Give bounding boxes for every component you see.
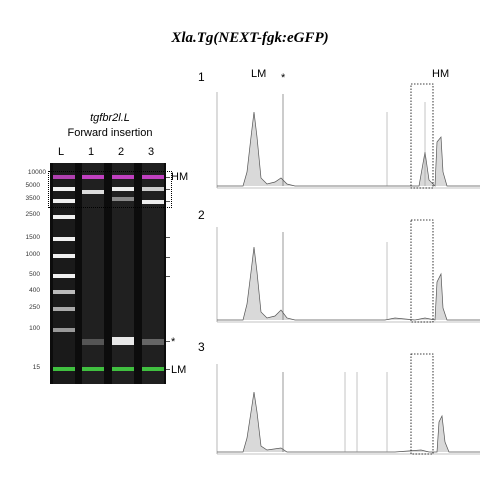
ep-trace (217, 246, 480, 321)
ladder-label-3500: 3500 (25, 195, 40, 202)
ladder-label-1500: 1500 (25, 234, 40, 241)
gel-band (82, 175, 104, 179)
ladder-label-2500: 2500 (25, 211, 40, 218)
gel-tick (166, 369, 170, 370)
gel-band (112, 187, 134, 191)
gel-band (53, 237, 75, 241)
gel-lane-1 (82, 163, 104, 384)
gel-band (53, 274, 75, 278)
gel-band (112, 367, 134, 371)
ladder-label-15: 15 (32, 364, 40, 371)
gel-gene-label: tgfbr2l.L (90, 112, 130, 124)
electropherogram-panel-3 (216, 353, 480, 455)
ladder-label-100: 100 (29, 325, 40, 332)
ep-hm-label: HM (432, 68, 450, 80)
electropherogram-panel-2 (216, 219, 480, 323)
gel-tick (166, 257, 170, 258)
gel-band (142, 200, 164, 204)
gel-band (53, 290, 75, 294)
gel-band (53, 187, 75, 191)
electropherogram-panel-1 (216, 83, 480, 189)
gel-band (112, 197, 134, 201)
ladder-label-500: 500 (29, 271, 40, 278)
gel-image (50, 163, 166, 384)
ladder-label-1000: 1000 (25, 251, 40, 258)
gel-band (53, 307, 75, 311)
gel-band (112, 175, 134, 179)
gel-tick (166, 177, 170, 178)
gel-subtitle: Forward insertion (67, 127, 153, 139)
gel-band (142, 187, 164, 191)
gel-band (142, 339, 164, 345)
gel-hm-label: HM (171, 171, 189, 183)
panel-number-2: 2 (198, 208, 205, 222)
gel-lane-2 (112, 163, 134, 384)
gel-band (53, 328, 75, 332)
ladder-label-400: 400 (29, 287, 40, 294)
ep-star-label: * (281, 72, 286, 84)
ep-trace (217, 391, 480, 453)
gel-band (112, 337, 134, 345)
ladder-label-10000: 10000 (27, 169, 46, 176)
gel-lm-label: LM (171, 364, 187, 376)
gel-band (53, 254, 75, 258)
gel-lane-3 (142, 163, 164, 384)
gel-band (82, 339, 104, 345)
gel-band (53, 199, 75, 203)
gel-tick (166, 189, 170, 190)
lane-label-ladder: L (57, 146, 65, 158)
electropherogram-panels (216, 83, 480, 455)
gel-tick (166, 201, 170, 202)
gel-hm-box (48, 171, 172, 208)
ladder-label-250: 250 (29, 304, 40, 311)
ep-trace (217, 111, 480, 187)
gel-band (53, 215, 75, 219)
gel-band (53, 175, 75, 179)
gel-band (142, 175, 164, 179)
gel-tick (166, 237, 170, 238)
gel-lane-ladder (53, 163, 75, 384)
gel-band (82, 367, 104, 371)
gel-band (82, 190, 104, 194)
gel-band (53, 367, 75, 371)
ep-lm-label: LM (251, 68, 267, 80)
lane-label-3: 3 (147, 146, 155, 158)
figure-title: Xla.Tg(NEXT-fgk:eGFP) (171, 30, 329, 46)
ladder-label-5000: 5000 (25, 182, 40, 189)
lane-label-1: 1 (87, 146, 95, 158)
panel-number-1: 1 (198, 70, 205, 84)
gel-band (142, 367, 164, 371)
panel-number-3: 3 (198, 340, 205, 354)
gel-star-label: * (171, 336, 176, 348)
lane-label-2: 2 (117, 146, 125, 158)
gel-tick (166, 276, 170, 277)
gel-tick (166, 341, 170, 342)
